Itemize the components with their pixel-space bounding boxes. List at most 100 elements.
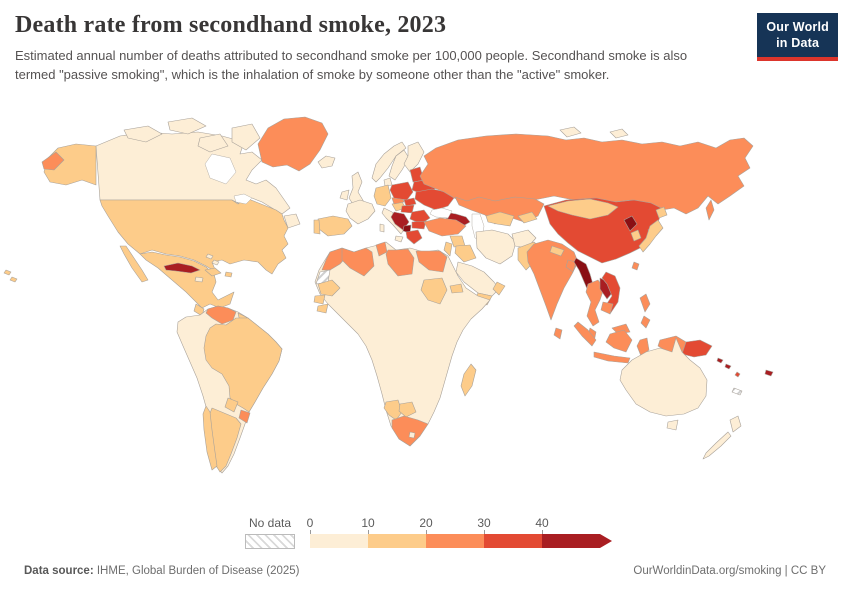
legend-bin-40+[interactable]: 40 — [535, 516, 600, 548]
country-russia-sakhalin[interactable] — [705, 199, 715, 221]
country-canada-arctic-islands[interactable] — [167, 117, 207, 135]
country-spain[interactable] — [317, 215, 353, 237]
country-iran[interactable] — [475, 229, 517, 265]
country-ukraine[interactable] — [414, 188, 455, 211]
region-turkmenistan-uzbekistan[interactable] — [485, 211, 515, 227]
country-north-korea[interactable] — [623, 215, 638, 232]
country-usa-hawaii[interactable] — [9, 276, 18, 283]
country-france[interactable] — [345, 199, 376, 225]
country-italy-sicily[interactable] — [394, 235, 404, 243]
country-indonesia-sumatra[interactable] — [573, 321, 597, 347]
country-mexico-baja[interactable] — [119, 245, 149, 283]
country-australia-tasmania[interactable] — [666, 419, 679, 431]
country-egypt[interactable] — [415, 250, 448, 273]
country-south-africa[interactable] — [391, 415, 429, 447]
country-japan-hokkaido[interactable] — [655, 206, 668, 219]
legend-no-data-swatch[interactable] — [245, 534, 295, 549]
country-bangladesh[interactable] — [565, 259, 577, 273]
country-cuba[interactable] — [163, 262, 201, 274]
country-mongolia[interactable] — [547, 198, 619, 220]
country-chile[interactable] — [202, 405, 218, 471]
country-fiji[interactable] — [764, 369, 774, 377]
country-new-zealand-north[interactable] — [729, 415, 742, 433]
legend-bin-0-10[interactable]: 0 — [307, 516, 368, 548]
country-philippines-mindanao[interactable] — [640, 315, 651, 329]
country-jamaica[interactable] — [194, 276, 204, 283]
country-lesotho[interactable] — [408, 431, 416, 439]
country-south-korea[interactable] — [630, 229, 642, 242]
region-kyrgyzstan-tajikistan[interactable] — [517, 211, 538, 224]
region-arctic-islands[interactable] — [609, 128, 629, 139]
country-uruguay[interactable] — [238, 409, 251, 424]
country-paraguay[interactable] — [224, 397, 239, 413]
region-israel-jordan[interactable] — [443, 241, 453, 257]
country-mauritania[interactable] — [317, 279, 341, 297]
owid-url-link[interactable]: OurWorldinData.org/smoking — [633, 565, 782, 577]
country-australia[interactable] — [619, 337, 708, 417]
country-portugal[interactable] — [313, 219, 321, 235]
country-greece[interactable] — [405, 229, 423, 245]
country-iraq[interactable] — [454, 244, 477, 263]
country-nepal[interactable] — [549, 245, 565, 257]
country-new-zealand-south[interactable] — [702, 431, 732, 460]
region-guinea-sierra-leone[interactable] — [316, 303, 329, 314]
country-sri-lanka[interactable] — [553, 327, 563, 340]
country-new-caledonia[interactable] — [731, 387, 743, 396]
country-usa[interactable] — [99, 197, 289, 275]
country-indonesia-borneo[interactable] — [605, 329, 633, 353]
country-canada-arctic-islands[interactable] — [197, 133, 229, 153]
country-saudi-arabia[interactable] — [455, 261, 500, 297]
country-usa-hawaii[interactable] — [3, 269, 12, 276]
owid-logo-line1: Our World — [766, 20, 829, 34]
country-italy-sardinia[interactable] — [379, 223, 385, 233]
country-vanuatu[interactable] — [734, 371, 741, 378]
country-bahamas[interactable] — [205, 253, 214, 260]
country-cambodia[interactable] — [600, 301, 614, 315]
country-norway[interactable] — [371, 141, 407, 183]
legend-tick-label: 30 — [477, 516, 491, 530]
chart-subtitle: Estimated annual number of deaths attrib… — [15, 48, 688, 82]
country-japan[interactable] — [638, 219, 664, 253]
country-iceland[interactable] — [317, 155, 336, 169]
legend-tick-label: 40 — [535, 516, 549, 530]
country-india[interactable] — [526, 239, 579, 321]
country-eritrea[interactable] — [449, 283, 464, 294]
country-taiwan[interactable] — [631, 261, 640, 271]
country-algeria[interactable] — [341, 247, 375, 277]
country-brazil[interactable] — [203, 317, 283, 413]
country-mexico[interactable] — [139, 251, 235, 309]
country-canada-arctic-islands[interactable] — [123, 125, 163, 143]
country-puerto-rico[interactable] — [224, 271, 233, 278]
country-solomon-islands[interactable] — [716, 357, 724, 364]
country-finland[interactable] — [403, 141, 425, 173]
country-bahamas[interactable] — [211, 259, 220, 266]
country-papua-new-guinea[interactable] — [681, 339, 713, 358]
country-madagascar[interactable] — [460, 363, 477, 397]
country-turkey[interactable] — [423, 217, 467, 237]
country-solomon-islands[interactable] — [724, 363, 732, 370]
country-poland[interactable] — [389, 181, 414, 201]
country-sweden[interactable] — [388, 149, 410, 181]
country-libya[interactable] — [385, 248, 415, 277]
owid-logo[interactable]: Our World in Data — [757, 13, 838, 62]
region-sub-saharan-africa[interactable] — [314, 241, 491, 447]
legend-bin-30-40[interactable]: 30 — [477, 516, 542, 548]
legend-bin-10-20[interactable]: 10 — [361, 516, 426, 548]
country-russia-chukotka-west[interactable] — [41, 151, 65, 171]
legend-bin-20-30[interactable]: 20 — [419, 516, 484, 548]
country-botswana[interactable] — [398, 401, 417, 418]
country-indonesia-java[interactable] — [593, 351, 631, 364]
country-bulgaria[interactable] — [411, 220, 427, 230]
country-canada-arctic-islands[interactable] — [231, 123, 261, 151]
country-sudan[interactable] — [420, 277, 448, 305]
country-philippines[interactable] — [639, 293, 651, 313]
country-canada-newfoundland[interactable] — [283, 213, 301, 229]
legend-tick-mark — [310, 530, 311, 534]
country-oman[interactable] — [492, 281, 506, 296]
country-senegal[interactable] — [313, 294, 326, 305]
country-hispaniola[interactable] — [204, 267, 222, 277]
country-germany[interactable] — [373, 184, 392, 207]
country-greenland[interactable] — [257, 116, 329, 172]
country-ireland[interactable] — [339, 189, 350, 201]
region-arctic-islands[interactable] — [559, 126, 582, 138]
